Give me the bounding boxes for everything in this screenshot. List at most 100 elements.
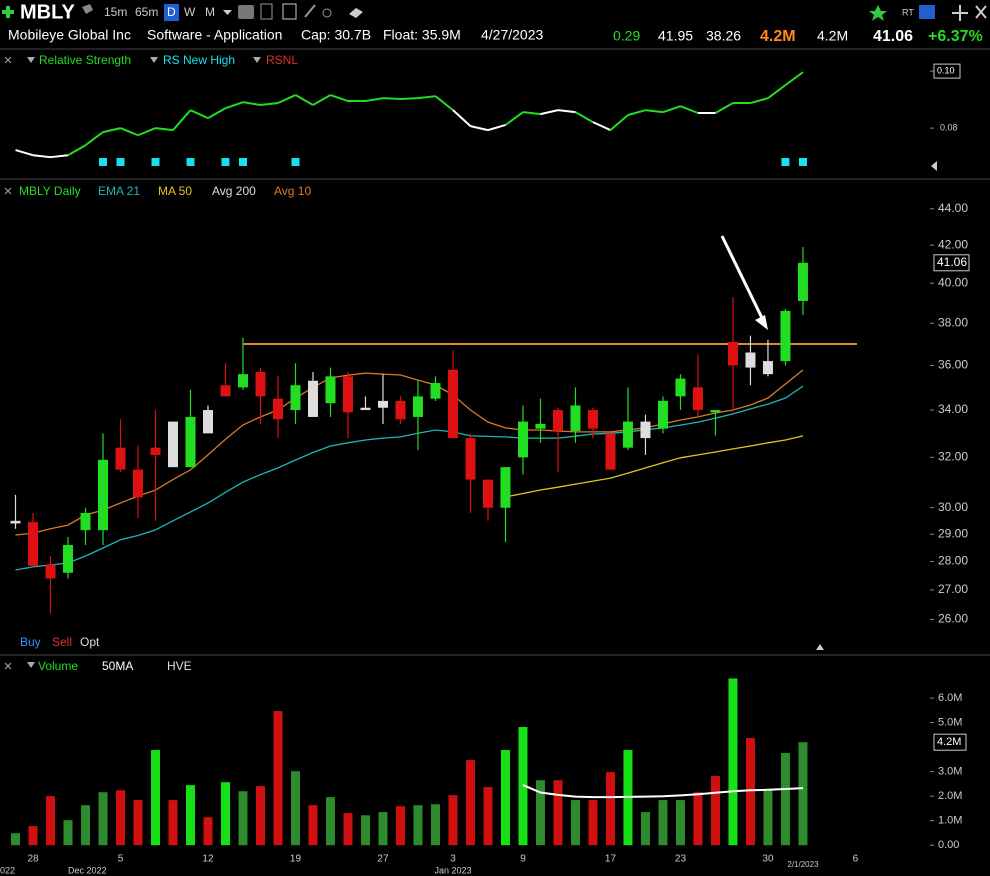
- x-tick-label: 17: [605, 854, 617, 865]
- rs-segment: [400, 97, 419, 101]
- x-tick-label: 3: [450, 854, 456, 865]
- ticker[interactable]: MBLY: [20, 1, 75, 23]
- legend-label[interactable]: MBLY Daily: [19, 184, 81, 198]
- volume-bar: [378, 812, 388, 846]
- rs-segment: [15, 149, 34, 157]
- candle-body: [10, 520, 21, 524]
- share-icon[interactable]: [919, 5, 935, 19]
- interval[interactable]: D: [167, 5, 176, 19]
- x-month-label: Jan 2023: [434, 865, 471, 875]
- add-icon[interactable]: [2, 6, 14, 18]
- tool-icon[interactable]: [322, 8, 332, 18]
- volume-bar: [535, 780, 545, 846]
- legend-label[interactable]: MA 50: [158, 184, 192, 198]
- volume-bar: [780, 752, 790, 846]
- legend-label[interactable]: 50MA: [102, 659, 133, 673]
- volume-bar: [430, 804, 440, 846]
- close-panel[interactable]: [4, 662, 12, 670]
- favorite[interactable]: [869, 5, 887, 21]
- y-tick-label: 30.00: [938, 500, 968, 514]
- rs-segment: [645, 109, 664, 114]
- interval[interactable]: 65m: [135, 5, 158, 19]
- candle-body: [115, 447, 126, 470]
- legend-label[interactable]: Avg 10: [274, 184, 311, 198]
- legend-label[interactable]: EMA 21: [98, 184, 140, 198]
- interval[interactable]: 15m: [104, 5, 127, 19]
- options-button[interactable]: Opt: [80, 635, 100, 649]
- x-tick-label: 6: [853, 854, 859, 865]
- candle-body: [605, 433, 616, 470]
- legend-label[interactable]: Avg 200: [212, 184, 256, 198]
- volume-bar: [255, 786, 265, 846]
- y-tick-label: 0.00: [938, 839, 959, 851]
- legend-label[interactable]: RSNL: [266, 53, 298, 67]
- sell-button[interactable]: Sell: [52, 635, 72, 649]
- rs-segment: [294, 94, 314, 106]
- legend-label[interactable]: HVE: [167, 659, 192, 673]
- rs-segment: [540, 109, 559, 116]
- rs-segment: [662, 105, 681, 114]
- tool-icon[interactable]: [260, 3, 273, 20]
- interval[interactable]: M: [205, 5, 215, 19]
- y-tick-label: 38.00: [938, 315, 968, 329]
- realtime[interactable]: RT: [902, 7, 914, 17]
- rs-segment: [470, 125, 489, 132]
- tool-icon[interactable]: [82, 4, 93, 14]
- close-icon[interactable]: [975, 5, 987, 19]
- move-icon[interactable]: [952, 5, 968, 21]
- line-series: [15, 369, 804, 536]
- candle-body: [360, 407, 371, 411]
- buy-button[interactable]: Buy: [20, 635, 41, 649]
- legend-label[interactable]: RS New High: [163, 53, 235, 67]
- toolbar: MBLY 15m 65m D W M RT: [2, 1, 987, 23]
- candle-body: [377, 400, 388, 408]
- scroll-marker[interactable]: [816, 644, 824, 650]
- volume: 4.2M: [760, 28, 796, 45]
- rs-segment: [574, 111, 594, 123]
- candle-body: [325, 376, 336, 404]
- legend-label[interactable]: Relative Strength: [39, 53, 131, 67]
- volume-bar: [185, 785, 195, 846]
- volume-bar: [238, 791, 248, 846]
- tool-icon[interactable]: [304, 4, 316, 18]
- close-panel[interactable]: [4, 56, 12, 64]
- legend-toggle[interactable]: [27, 662, 35, 668]
- value-box: [933, 63, 961, 79]
- x-tick-label: 27: [377, 854, 389, 865]
- candle-body: [307, 380, 318, 417]
- candle-body: [255, 371, 266, 397]
- volume-bar: [693, 792, 703, 846]
- line-series: [505, 435, 804, 498]
- dropdown[interactable]: [223, 10, 232, 15]
- candle-body: [535, 423, 546, 429]
- y-tick-label: 40.00: [938, 275, 968, 289]
- quote-bar: Mobileye Global Inc Software - Applicati…: [8, 27, 983, 46]
- volume-bar: [570, 800, 580, 846]
- high: 41.95: [658, 28, 693, 44]
- y-tick-label: 5.0M: [938, 716, 962, 728]
- volume-bar: [168, 800, 178, 846]
- x-tick-label: 19: [290, 854, 302, 865]
- tool-icon[interactable]: [282, 3, 297, 20]
- volume-bar: [588, 800, 598, 846]
- candle-body: [710, 410, 721, 413]
- candle-body: [220, 385, 231, 397]
- candle-body: [517, 421, 528, 458]
- legend-toggle[interactable]: [27, 57, 35, 63]
- volume-bar: [308, 805, 318, 846]
- volume-bar: [483, 787, 493, 846]
- low: 38.26: [706, 28, 741, 44]
- y-tick-label: 1.0M: [938, 815, 962, 827]
- rs-new-high-marker: [151, 158, 160, 166]
- tool-icon[interactable]: [349, 8, 363, 18]
- legend-toggle[interactable]: [253, 57, 261, 63]
- rs-new-high-marker: [798, 158, 807, 166]
- y-tick-label: 6.0M: [938, 692, 962, 704]
- legend-toggle[interactable]: [150, 57, 158, 63]
- interval[interactable]: W: [184, 5, 196, 19]
- close-panel[interactable]: [4, 187, 12, 195]
- legend-label[interactable]: Volume: [38, 659, 78, 673]
- candle-body: [797, 262, 808, 301]
- tool-icon[interactable]: [238, 5, 254, 19]
